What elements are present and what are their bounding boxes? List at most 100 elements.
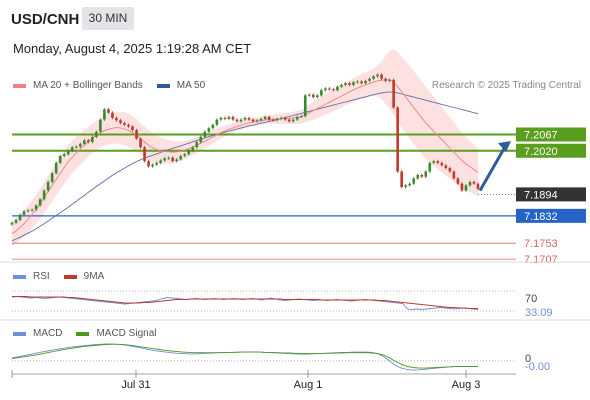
- candle: [404, 185, 407, 188]
- interval-button[interactable]: 30 MIN: [82, 7, 134, 30]
- candle: [356, 81, 359, 83]
- candle: [74, 146, 78, 148]
- candle: [380, 74, 383, 79]
- candle: [468, 181, 472, 186]
- candle: [440, 162, 444, 166]
- resistance-label-box: [516, 127, 586, 142]
- support-label: 7.1832: [524, 211, 558, 223]
- bollinger-band: [12, 49, 478, 246]
- candle: [195, 142, 199, 148]
- candle: [384, 78, 387, 81]
- candle: [50, 173, 54, 182]
- candle: [183, 154, 187, 156]
- candle: [372, 76, 375, 79]
- candle: [259, 118, 263, 121]
- candle: [432, 161, 436, 163]
- candle: [187, 150, 191, 155]
- candle: [340, 85, 343, 87]
- macd-value-label: -0.00: [525, 361, 550, 373]
- macd-signal-legend-label: MACD Signal: [96, 328, 157, 339]
- rsi-ma-line: [12, 296, 478, 309]
- candle: [215, 119, 219, 125]
- candle: [38, 199, 42, 206]
- candle: [239, 119, 243, 122]
- candle: [412, 178, 416, 184]
- candle: [223, 117, 227, 119]
- rsi-value-label: 33.09: [525, 307, 553, 319]
- candle: [392, 79, 395, 108]
- candle: [231, 116, 235, 120]
- candle: [115, 117, 118, 121]
- candle: [472, 181, 476, 184]
- candle: [424, 171, 428, 177]
- candle: [22, 211, 26, 215]
- candle: [131, 126, 134, 130]
- candle: [62, 154, 66, 156]
- candle: [376, 74, 379, 77]
- candle: [139, 138, 142, 148]
- candle: [332, 89, 335, 91]
- candle: [83, 140, 86, 144]
- resistance-label: 7.2067: [524, 130, 558, 142]
- candle: [111, 112, 114, 118]
- candle: [283, 117, 287, 120]
- candle: [388, 79, 391, 81]
- candle: [46, 181, 50, 191]
- macd-legend-label: MACD: [33, 328, 63, 339]
- candle: [143, 147, 146, 162]
- candle: [211, 124, 215, 129]
- candle: [396, 107, 399, 172]
- candle: [87, 140, 90, 143]
- candle: [191, 147, 195, 151]
- candle: [460, 183, 464, 191]
- candle: [311, 94, 315, 98]
- candle: [400, 171, 403, 188]
- candle: [291, 119, 295, 122]
- candle: [18, 214, 22, 220]
- forecast-arrow: [478, 144, 508, 192]
- candle: [34, 205, 38, 210]
- candle: [70, 147, 74, 151]
- candle: [163, 158, 166, 161]
- resistance-label-box: [516, 143, 586, 158]
- macd-signal-swatch: [76, 331, 90, 336]
- datetime-label: Monday, August 4, 2025 1:19:28 AM CET: [13, 41, 252, 56]
- candle: [30, 209, 34, 211]
- forecast-arrowhead: [498, 141, 511, 153]
- target-label: 7.1753: [524, 238, 558, 250]
- candle: [107, 109, 110, 113]
- candle: [175, 159, 179, 162]
- candle: [26, 210, 30, 212]
- candle: [408, 183, 412, 186]
- candle: [127, 124, 130, 127]
- candle: [42, 190, 46, 200]
- target-label: 7.1707: [524, 254, 558, 266]
- candle: [452, 171, 456, 179]
- ma20-line: [11, 79, 479, 235]
- candle: [235, 119, 239, 122]
- candle: [316, 95, 319, 98]
- candle: [364, 80, 367, 84]
- candle: [151, 164, 154, 167]
- candle: [279, 117, 283, 119]
- candle: [348, 83, 351, 85]
- candle: [135, 130, 138, 139]
- x-tick-label: Aug 1: [294, 379, 323, 391]
- candle: [320, 90, 323, 96]
- ma20-legend-label: MA 20 + Bollinger Bands: [33, 80, 143, 91]
- ma50-swatch: [156, 83, 170, 88]
- candle: [247, 117, 251, 120]
- research-credit: Research © 2025 Trading Central: [431, 80, 581, 91]
- candle: [464, 185, 468, 191]
- candle: [243, 117, 247, 120]
- last-price-label: 7.1894: [524, 189, 558, 201]
- last-price-label-box: [516, 187, 586, 202]
- candle: [78, 143, 82, 147]
- candle: [219, 117, 223, 120]
- candle: [303, 95, 307, 117]
- candle: [199, 136, 203, 143]
- candle: [207, 128, 211, 132]
- candle: [267, 116, 271, 120]
